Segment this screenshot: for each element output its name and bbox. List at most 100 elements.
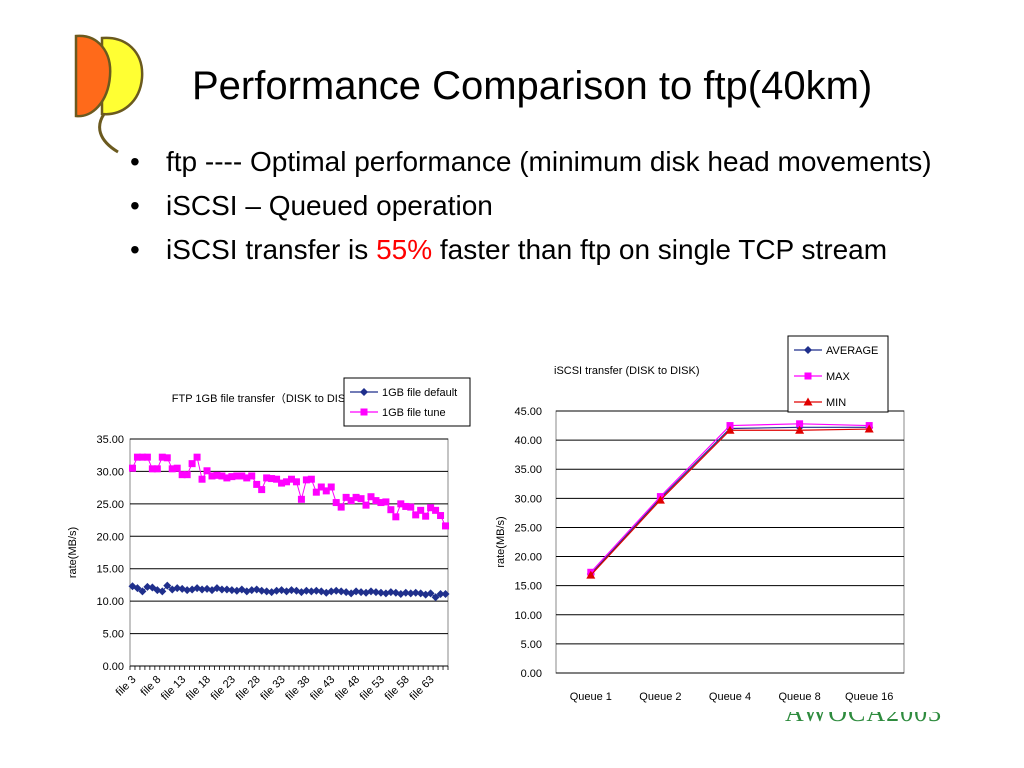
data-point — [381, 589, 390, 598]
y-tick-label: 40.00 — [514, 435, 542, 447]
data-point — [337, 587, 346, 596]
data-point — [401, 588, 410, 597]
data-point — [417, 506, 425, 514]
data-point — [864, 424, 874, 433]
data-point — [223, 474, 231, 482]
data-point — [725, 425, 735, 434]
bullet-glyph: • — [130, 190, 140, 221]
data-point — [352, 493, 360, 501]
x-tick-label: file 48 — [333, 674, 362, 703]
data-point — [287, 475, 295, 483]
data-point — [371, 588, 380, 597]
data-point — [317, 587, 326, 596]
data-point — [332, 499, 340, 507]
data-point — [357, 495, 365, 503]
data-point — [178, 471, 186, 479]
data-point — [218, 472, 226, 480]
data-point — [396, 590, 405, 599]
legend-label: MIN — [826, 397, 846, 409]
data-point — [302, 586, 311, 595]
data-point — [283, 478, 291, 486]
y-tick-label: 15.00 — [514, 581, 542, 593]
data-point — [386, 588, 395, 597]
x-tick-label: file 43 — [308, 674, 337, 703]
data-point — [795, 425, 805, 434]
x-tick-label: file 63 — [407, 674, 436, 703]
data-point — [292, 586, 301, 595]
data-point — [436, 590, 445, 599]
data-point — [138, 587, 147, 596]
slide-title: Performance Comparison to ftp(40km) — [192, 64, 873, 108]
data-point — [272, 586, 281, 595]
y-tick-label: 35.00 — [514, 464, 542, 476]
data-point — [257, 586, 266, 595]
stem-shape — [98, 113, 119, 154]
data-point — [213, 471, 221, 479]
y-tick-label: 20.00 — [96, 531, 124, 543]
data-point — [158, 587, 167, 596]
data-point — [442, 522, 450, 530]
data-point — [173, 584, 182, 593]
bullet-text-after: faster than ftp on single TCP stream — [432, 234, 888, 265]
plot-area — [555, 410, 905, 674]
data-point — [586, 570, 596, 579]
series-tune — [128, 453, 450, 530]
x-tick-label: Queue 16 — [845, 691, 893, 703]
y-axis-label: rate(MB/s) — [495, 516, 507, 567]
x-tick-label: file 18 — [184, 674, 213, 703]
data-point — [233, 472, 241, 480]
data-point — [143, 453, 151, 461]
x-tick-label: Queue 2 — [639, 691, 681, 703]
data-point — [342, 493, 350, 501]
watermark: AWOCA2003 — [785, 712, 965, 742]
data-point — [228, 473, 236, 481]
data-point — [198, 475, 206, 483]
data-point — [382, 498, 390, 506]
data-point — [322, 487, 330, 495]
data-point — [406, 589, 415, 598]
data-point — [312, 488, 320, 496]
data-point — [441, 590, 450, 599]
data-point — [655, 495, 665, 504]
data-point — [133, 453, 141, 461]
legend-marker — [360, 388, 368, 396]
data-point — [253, 480, 261, 488]
watermark-text: AWOCA2003 — [785, 712, 943, 727]
data-point — [173, 464, 181, 472]
data-point — [327, 587, 336, 596]
x-tick-label: file 33 — [258, 674, 287, 703]
data-point — [347, 497, 355, 505]
data-point — [432, 506, 440, 514]
data-point — [402, 502, 410, 510]
x-tick-label: file 53 — [358, 674, 387, 703]
x-tick-label: file 23 — [209, 674, 238, 703]
data-point — [307, 587, 316, 596]
data-point — [347, 589, 356, 598]
data-point — [307, 475, 315, 483]
x-tick-label: Queue 8 — [778, 691, 820, 703]
data-point — [163, 581, 172, 590]
data-point — [138, 453, 146, 461]
iscsi-chart: iSCSI transfer (DISK to DISK) 0.00 5.00 10.… — [495, 335, 905, 703]
data-point — [183, 471, 191, 479]
data-point — [332, 586, 341, 595]
y-tick-label: 25.00 — [96, 499, 124, 511]
series-default — [128, 581, 450, 602]
data-point — [238, 472, 246, 480]
data-point — [143, 582, 152, 591]
orange-leaf-shape — [74, 34, 112, 118]
data-point — [227, 586, 236, 595]
data-point — [367, 493, 375, 501]
y-tick-label: 35.00 — [96, 434, 124, 446]
data-point — [188, 460, 196, 468]
data-point — [726, 422, 734, 430]
data-point — [248, 472, 256, 480]
data-point — [431, 593, 440, 602]
bullet-glyph: • — [130, 146, 140, 177]
y-tick-label: 30.00 — [96, 466, 124, 478]
bullet-text: ftp ---- Optimal performance (minimum di… — [166, 146, 932, 177]
data-point — [193, 453, 201, 461]
data-point — [352, 587, 361, 596]
data-point — [268, 475, 276, 483]
y-axis-label: rate(MB/s) — [67, 527, 79, 578]
